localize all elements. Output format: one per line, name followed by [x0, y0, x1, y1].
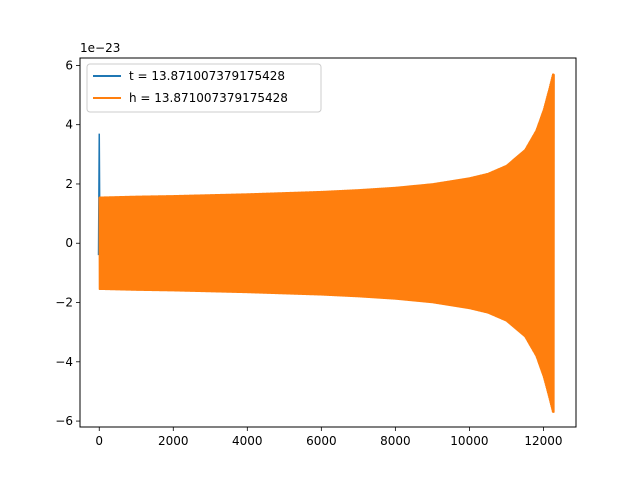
legend-box: [86, 63, 322, 113]
y-tick-label: −6: [55, 414, 73, 428]
plot-area: [97, 73, 555, 413]
y-offset-text: 1e−23: [80, 41, 120, 55]
x-tick-label: 12000: [524, 434, 562, 448]
x-tick-label: 0: [95, 434, 103, 448]
x-tick-label: 6000: [306, 434, 337, 448]
x-tick-label: 8000: [380, 434, 411, 448]
y-tick-label: −2: [55, 296, 73, 310]
series-h-line: [98, 73, 555, 413]
legend-label-h: h = 13.871007379175428: [129, 91, 288, 105]
legend-label-t: t = 13.871007379175428: [129, 69, 285, 83]
axes-frame: [79, 57, 577, 428]
x-tick-label: 2000: [158, 434, 189, 448]
y-tick-label: −4: [55, 355, 73, 369]
x-tick-label: 4000: [232, 434, 263, 448]
y-tick-label: 2: [65, 177, 73, 191]
y-tick-label: 6: [65, 58, 73, 72]
y-tick-label: 0: [65, 236, 73, 250]
y-tick-label: 4: [65, 118, 73, 132]
x-tick-label: 10000: [450, 434, 488, 448]
axis-ticks: 0 2000 4000 6000 8000 10000 12000 −6 −4 −2 0 2 4 6: [55, 58, 562, 448]
legend: t = 13.871007379175428 h = 13.8710073791…: [86, 63, 322, 113]
